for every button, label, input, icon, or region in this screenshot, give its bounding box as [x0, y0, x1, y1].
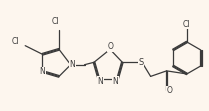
Text: N: N — [97, 77, 103, 86]
Text: O: O — [108, 42, 113, 51]
Text: N: N — [70, 60, 75, 69]
Text: Cl: Cl — [52, 17, 59, 26]
Text: O: O — [167, 86, 173, 95]
Text: S: S — [138, 58, 143, 67]
Text: Cl: Cl — [12, 37, 19, 46]
Text: Cl: Cl — [183, 20, 191, 29]
Text: N: N — [113, 77, 119, 86]
Text: N: N — [40, 67, 45, 76]
